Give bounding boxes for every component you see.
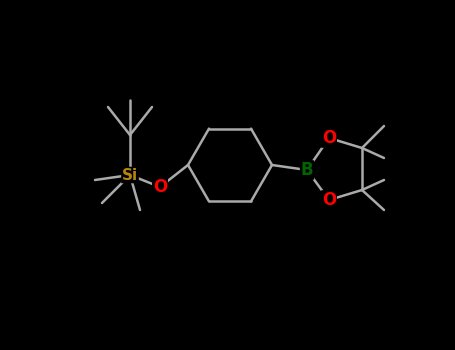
Text: B: B <box>301 161 313 179</box>
Text: Si: Si <box>122 168 138 182</box>
Text: O: O <box>322 191 336 209</box>
Text: O: O <box>153 178 167 196</box>
Text: O: O <box>322 129 336 147</box>
